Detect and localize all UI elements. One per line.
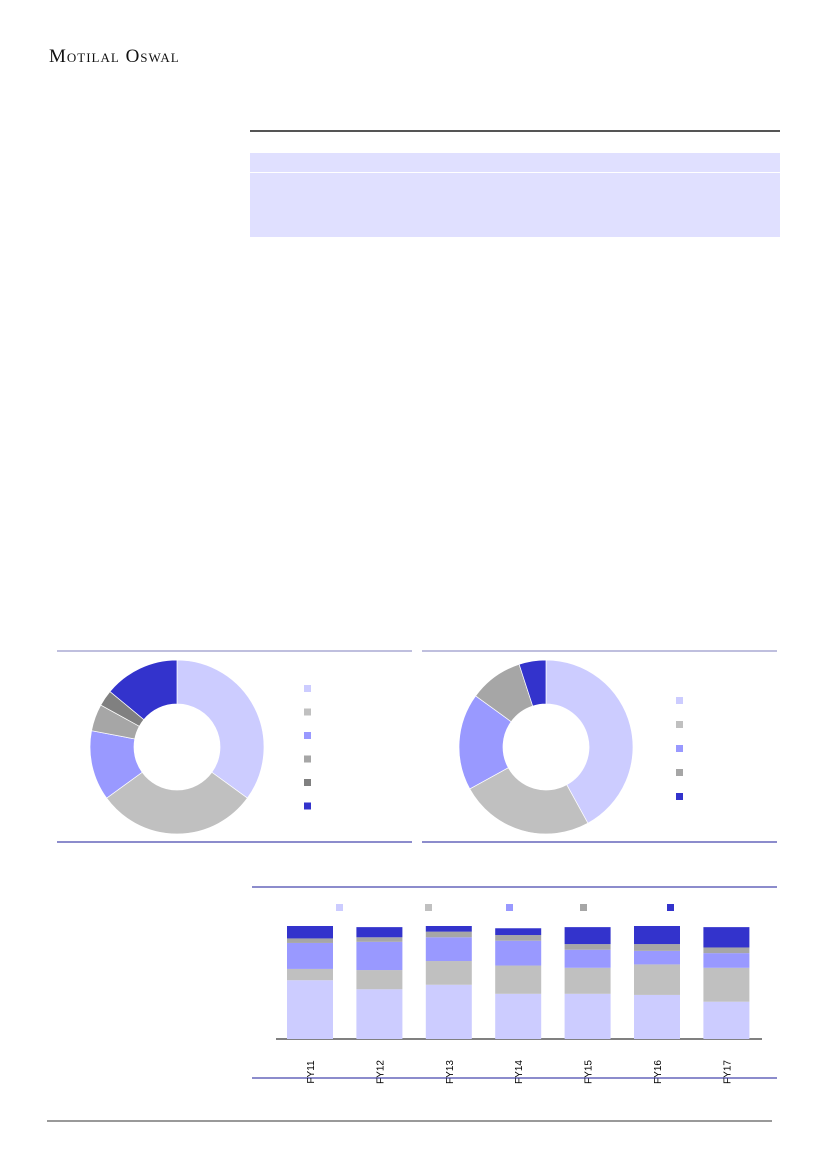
pie1-slice-2	[106, 771, 248, 835]
bar-FY11-segment-5	[287, 926, 333, 939]
pie2-slice-2	[469, 767, 589, 835]
pie1-slice-6	[109, 659, 178, 721]
bar-FY13-segment-4	[425, 931, 472, 938]
bar-FY14-segment-5	[495, 928, 542, 936]
bar-legend-swatch-1	[336, 904, 343, 911]
bar-x-tick-label: FY15	[584, 1060, 595, 1084]
pie1-legend-swatch-4	[304, 755, 311, 763]
bar-legend-swatch-3	[506, 904, 513, 911]
bar-FY12-segment-1	[356, 989, 403, 1039]
bar-FY15-segment-3	[564, 949, 611, 968]
bar-legend-swatch-4	[580, 904, 587, 911]
bar-legend-swatch-5	[667, 904, 674, 911]
bar-FY15-segment-1	[564, 993, 611, 1039]
bar-FY14-segment-3	[495, 940, 542, 966]
bar-FY15-segment-4	[564, 944, 611, 950]
bar-FY11-segment-4	[287, 938, 333, 943]
highlight-box	[250, 153, 780, 237]
bar-FY16-segment-3	[634, 950, 680, 965]
bar-FY12-segment-5	[356, 927, 403, 938]
company-logo: Motilal Oswal	[49, 46, 180, 67]
header-rule	[250, 130, 780, 132]
bar-FY17-segment-4	[703, 947, 750, 954]
bar-legend-swatch-2	[425, 904, 432, 911]
pie2-legend-swatch-5	[676, 793, 683, 800]
bar-FY14-segment-4	[495, 935, 542, 941]
pie1-legend-swatch-1	[304, 685, 311, 692]
bar-FY17-segment-2	[703, 967, 750, 1002]
pie1-legend-swatch-6	[304, 802, 311, 810]
pie1-legend-swatch-3	[304, 732, 311, 739]
bar-FY13-segment-5	[425, 926, 472, 932]
bar-FY11-segment-2	[287, 968, 333, 981]
pie2-legend-swatch-2	[676, 721, 683, 728]
bar-FY12-segment-2	[356, 970, 403, 990]
bar-FY14-segment-2	[495, 965, 542, 994]
pie1-legend-swatch-2	[304, 708, 311, 716]
bar-x-tick-label: FY11	[306, 1060, 317, 1084]
bar-FY17-segment-1	[703, 1001, 750, 1039]
pie2-slice-1	[545, 659, 634, 824]
bar-FY16-segment-4	[634, 944, 680, 951]
bar-x-tick-label: FY13	[445, 1060, 456, 1084]
bar-x-tick-label: FY12	[375, 1060, 386, 1084]
bar-FY13-segment-3	[425, 937, 472, 962]
highlight-box-header	[250, 153, 780, 173]
bar-FY13-segment-2	[425, 961, 472, 985]
bar-FY11-segment-3	[287, 942, 333, 969]
bar-FY17-segment-5	[703, 927, 750, 948]
bar-FY16-segment-1	[634, 994, 680, 1039]
pie1-slice-1	[176, 659, 265, 799]
pie2-slice-5	[518, 659, 547, 707]
bar-FY15-segment-2	[564, 967, 611, 994]
bar-x-tick-label: FY16	[653, 1060, 664, 1084]
bar-FY16-segment-2	[634, 964, 680, 995]
pie2-legend-swatch-3	[676, 745, 683, 752]
pie2-legend-swatch-4	[676, 769, 683, 776]
pie1-legend-swatch-5	[304, 779, 311, 786]
bar-FY16-segment-5	[634, 926, 680, 945]
bar-FY11-segment-1	[287, 980, 333, 1039]
bar-FY17-segment-3	[703, 953, 750, 968]
bar-x-tick-label: FY14	[514, 1060, 525, 1084]
bar-FY12-segment-3	[356, 941, 403, 971]
bar-x-tick-label: FY17	[722, 1060, 733, 1084]
bar-FY12-segment-4	[356, 937, 403, 942]
bar-FY13-segment-1	[425, 984, 472, 1039]
bar-FY14-segment-1	[495, 993, 542, 1039]
bar-FY15-segment-5	[564, 927, 611, 945]
pie2-legend-swatch-1	[676, 697, 683, 704]
